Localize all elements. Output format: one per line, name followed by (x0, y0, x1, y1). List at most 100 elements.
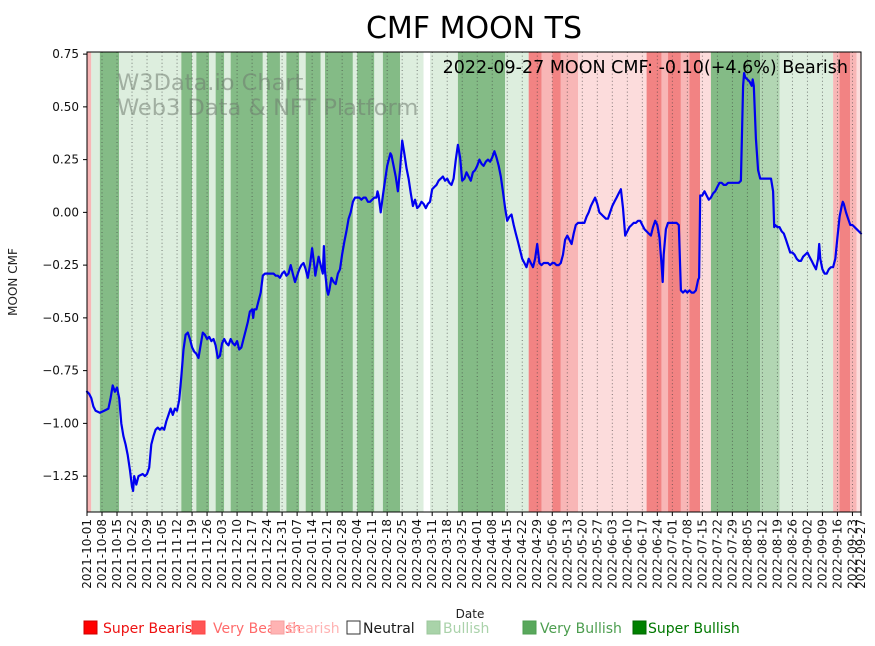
x-tick-label: 2022-01-28 (335, 519, 349, 589)
y-axis-ticks: 0.75 0.50 0.25 0.00 −0.25 −0.50 −0.75 −1.00 −1.2… (42, 47, 87, 483)
x-tick-label: 2022-01-21 (320, 519, 334, 589)
x-tick-label: 2021-10-15 (110, 519, 124, 589)
x-tick-label: 2022-05-06 (545, 519, 559, 589)
legend-label-bullish: Bullish (443, 621, 489, 637)
sentiment-band (196, 52, 210, 512)
legend-label-super-bullish: Super Bullish (648, 621, 740, 637)
sentiment-band (320, 52, 325, 512)
sentiment-band (374, 52, 383, 512)
sentiment-band (400, 52, 424, 512)
sentiment-band (577, 52, 647, 512)
cmf-polyline (85, 71, 863, 492)
x-tick-label: 2021-12-17 (245, 519, 259, 589)
x-tick-label: 2021-12-31 (275, 519, 289, 589)
x-tick-label: 2022-08-05 (740, 519, 754, 589)
cmf-line-series (85, 71, 863, 492)
sentiment-band (779, 52, 834, 512)
x-tick-label: 2021-11-05 (155, 519, 169, 589)
x-tick-label: 2022-01-14 (305, 519, 319, 589)
sentiment-band (528, 52, 542, 512)
sentiment-band (552, 52, 561, 512)
sentiment-band (646, 52, 662, 512)
sentiment-band (286, 52, 300, 512)
x-tick-label: 2022-06-03 (605, 519, 619, 589)
legend-label-bearish: Bearish (287, 621, 340, 637)
x-tick-label: 2022-01-07 (290, 519, 304, 589)
x-tick-label: 2021-12-10 (230, 519, 244, 589)
legend-swatch-very-bearish (191, 620, 206, 635)
legend-swatch-super-bullish (632, 620, 647, 635)
sentiment-band (850, 52, 857, 512)
sentiment-band (230, 52, 263, 512)
chart-title: CMF MOON TS (366, 11, 582, 46)
watermark-line2: Web3 Data & NFT Platform (117, 95, 418, 121)
sentiment-band (661, 52, 669, 512)
x-tick-label: 2022-05-27 (590, 519, 604, 589)
sentiment-band (305, 52, 321, 512)
legend-label-very-bullish: Very Bullish (540, 621, 622, 637)
x-tick-label: 2022-03-04 (410, 519, 424, 589)
x-tick-label: 2022-02-18 (380, 519, 394, 589)
y-axis-label: MOON CMF (6, 248, 20, 316)
x-tick-label: 2022-07-22 (710, 519, 724, 589)
sentiment-band (91, 52, 100, 512)
x-tick-label: 2021-10-22 (125, 519, 139, 589)
sentiment-band (215, 52, 225, 512)
x-tick-label: 2022-07-08 (680, 519, 694, 589)
sentiment-band (839, 52, 851, 512)
x-tick-label: 2022-06-10 (620, 519, 634, 589)
x-tick-label: 2022-06-17 (635, 519, 649, 589)
sentiment-band (680, 52, 690, 512)
legend-swatch-super-bearish (83, 620, 98, 635)
sentiment-band (430, 52, 458, 512)
sentiment-band (710, 52, 761, 512)
sentiment-band (760, 52, 780, 512)
x-tick-label: 2022-08-19 (770, 519, 784, 589)
y-tick-label: 0.75 (52, 47, 79, 61)
legend-label-neutral: Neutral (363, 621, 415, 637)
y-tick-label: −0.75 (42, 364, 79, 378)
sentiment-band (181, 52, 193, 512)
x-tick-label: 2021-10-01 (80, 519, 94, 589)
axes-spines (86, 51, 862, 513)
sentiment-band (119, 52, 182, 512)
x-tick-label: 2022-09-09 (815, 519, 829, 589)
x-tick-label: 2022-07-29 (725, 519, 739, 589)
watermark-line1: W3Data.io Chart (117, 70, 304, 96)
sentiment-band (668, 52, 681, 512)
sentiment-band (457, 52, 506, 512)
x-tick-label: 2021-12-03 (215, 519, 229, 589)
y-tick-label: 0.00 (52, 205, 79, 219)
sentiment-band (357, 52, 375, 512)
sentiment-band (352, 52, 358, 512)
x-axis-ticks: 2021-10-01 2021-10-08 2021-10-15 2021-10-22… (80, 512, 868, 589)
legend-swatch-very-bullish (522, 620, 537, 635)
sentiment-band (856, 52, 861, 512)
sentiment-band (99, 52, 120, 512)
sentiment-band (324, 52, 353, 512)
x-axis-label: Date (456, 607, 485, 621)
sentiment-band (560, 52, 578, 512)
y-tick-label: −0.25 (42, 258, 79, 272)
sentiment-band (209, 52, 216, 512)
x-tick-label: 2022-09-27 (854, 519, 868, 589)
x-tick-label: 2022-07-01 (665, 519, 679, 589)
legend-label-super-bearish: Super Bearish (103, 621, 201, 637)
y-tick-label: 0.50 (52, 100, 79, 114)
x-tick-label: 2022-03-25 (455, 519, 469, 589)
x-tick-label: 2022-04-01 (470, 519, 484, 589)
sentiment-band (224, 52, 231, 512)
x-tick-label: 2022-08-26 (785, 519, 799, 589)
x-tick-label: 2022-07-15 (695, 519, 709, 589)
y-tick-label: −1.25 (42, 469, 79, 483)
x-tick-label: 2022-06-24 (650, 519, 664, 589)
x-tick-label: 2021-11-26 (200, 519, 214, 589)
sentiment-band (689, 52, 701, 512)
x-tick-label: 2022-04-08 (485, 519, 499, 589)
sentiment-band (267, 52, 280, 512)
x-tick-label: 2022-08-12 (755, 519, 769, 589)
x-tick-label: 2022-09-23 (845, 519, 859, 589)
